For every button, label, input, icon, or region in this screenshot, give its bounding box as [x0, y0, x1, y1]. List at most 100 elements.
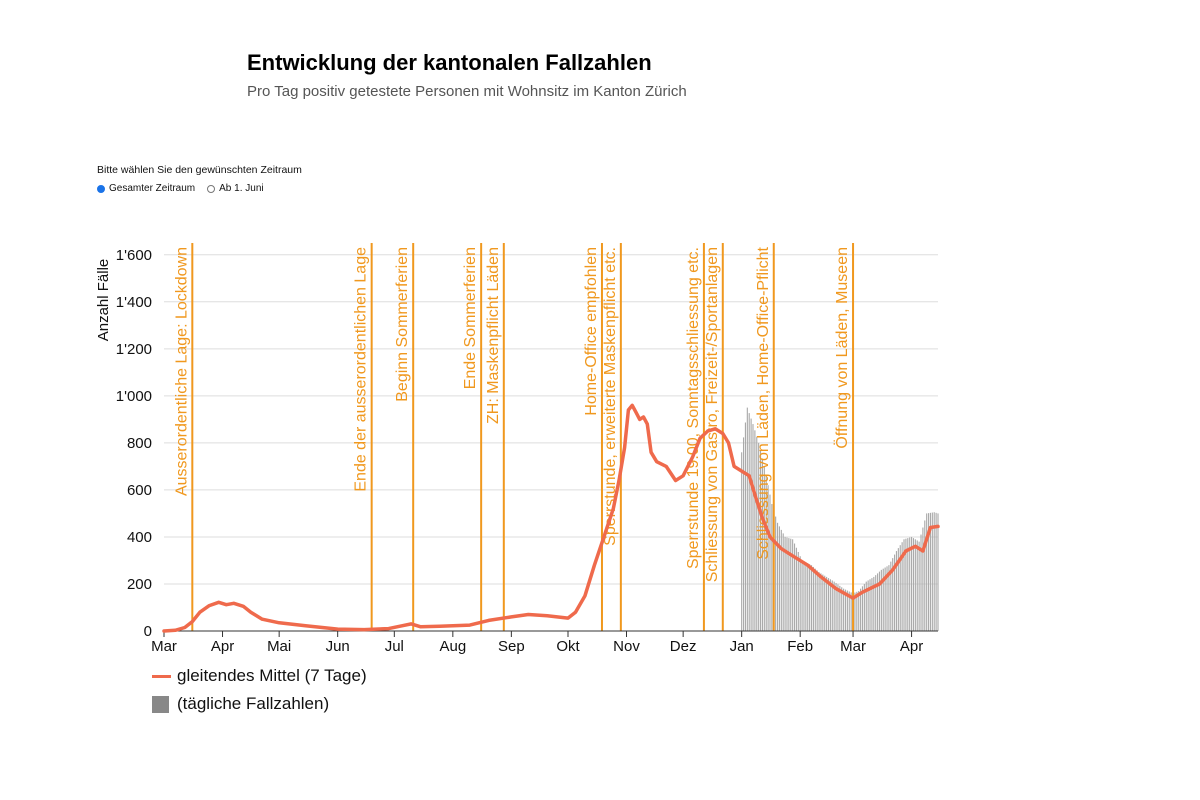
- daily-bar: [909, 537, 911, 631]
- daily-bar: [822, 574, 824, 631]
- legend-bar-swatch: [152, 695, 169, 713]
- daily-bar: [835, 583, 837, 631]
- daily-bar: [916, 540, 918, 631]
- daily-bar: [807, 563, 809, 631]
- x-tick-label: Sep: [498, 638, 525, 655]
- legend-line-swatch: [152, 674, 171, 678]
- daily-bar: [756, 436, 758, 631]
- daily-bar: [867, 580, 869, 631]
- daily-bar: [846, 590, 848, 631]
- daily-bar: [763, 466, 765, 631]
- chart-legend: gleitendes Mittel (7 Tage) (tägliche Fal…: [152, 662, 367, 718]
- y-tick-label: 800: [127, 435, 152, 452]
- daily-bar: [750, 418, 752, 631]
- daily-bar: [786, 537, 788, 631]
- daily-bar: [814, 568, 816, 631]
- daily-bar: [799, 556, 801, 631]
- y-tick-label: 0: [144, 623, 152, 640]
- daily-bar: [922, 527, 924, 631]
- daily-bar: [886, 566, 888, 631]
- daily-bar: [752, 424, 754, 631]
- daily-bar: [854, 592, 856, 631]
- x-tick-label: Mar: [151, 638, 177, 655]
- daily-bar: [797, 551, 799, 631]
- daily-bar: [899, 545, 901, 631]
- annotation-label: Sperrstunde, erweiterte Maskenpflicht et…: [602, 247, 619, 546]
- daily-bar: [754, 430, 756, 631]
- daily-bar: [829, 579, 831, 631]
- daily-bar: [801, 560, 803, 631]
- x-tick-label: Aug: [439, 638, 466, 655]
- x-tick-label: Feb: [787, 638, 813, 655]
- daily-bar: [888, 565, 890, 631]
- daily-bar: [837, 584, 839, 631]
- daily-bar: [761, 458, 764, 631]
- daily-bar: [848, 591, 850, 631]
- daily-bar: [935, 512, 937, 631]
- daily-bar: [795, 547, 797, 631]
- daily-bar: [880, 569, 882, 631]
- timerange-radio-group: Gesamter Zeitraum Ab 1. Juni: [97, 183, 276, 194]
- x-tick-label: Mar: [840, 638, 866, 655]
- daily-bar: [858, 591, 860, 631]
- radio-unchecked-icon[interactable]: [207, 184, 216, 193]
- y-tick-label: 1'000: [116, 388, 152, 405]
- daily-bar: [746, 407, 748, 631]
- y-tick-label: 1'400: [116, 294, 152, 311]
- daily-bar: [890, 561, 892, 631]
- grid-lines: [164, 254, 938, 632]
- daily-bar: [865, 581, 867, 631]
- daily-bar: [744, 422, 747, 631]
- daily-bar: [863, 583, 865, 631]
- daily-bar: [812, 566, 814, 631]
- radio-checked-icon[interactable]: [97, 184, 105, 193]
- daily-bar: [742, 437, 745, 631]
- daily-bar: [788, 538, 790, 631]
- daily-bar: [809, 564, 811, 631]
- x-tick-label: Apr: [900, 638, 923, 655]
- daily-bar: [937, 513, 939, 631]
- x-tick-label: Okt: [556, 638, 580, 655]
- y-tick-label: 600: [127, 482, 152, 499]
- daily-bar: [843, 588, 845, 631]
- daily-bar: [927, 513, 930, 631]
- y-tick-label: 1'200: [116, 341, 152, 358]
- daily-bar: [905, 538, 907, 631]
- annotation-label: Ende der ausserordentlichen Lage: [353, 247, 370, 492]
- daily-bar: [818, 572, 820, 631]
- daily-bar: [792, 539, 794, 631]
- chart-axes: 0 200 400 600 800 1'000 1'200 1'400 1'600Anzahl …: [95, 247, 938, 655]
- annotation-label: ZH: Maskenpflicht Läden: [485, 247, 502, 424]
- y-tick-label: 400: [127, 529, 152, 546]
- daily-bar: [873, 576, 875, 631]
- radio-label-ab-1-juni: Ab 1. Juni: [219, 183, 264, 194]
- daily-bar: [767, 485, 769, 631]
- annotation-label: Schliessung von Gastro, Freizeit-/Sporta…: [704, 247, 721, 582]
- daily-bar: [790, 538, 792, 631]
- daily-bar: [897, 548, 899, 631]
- daily-bar: [907, 538, 909, 631]
- daily-bar: [860, 588, 862, 631]
- radio-ab-1-juni[interactable]: Ab 1. Juni: [207, 183, 264, 194]
- daily-bar: [824, 575, 826, 631]
- daily-bar: [878, 571, 881, 631]
- daily-bar: [861, 586, 864, 631]
- daily-bar: [784, 536, 786, 631]
- daily-bar: [765, 475, 767, 631]
- daily-bar: [884, 567, 886, 631]
- daily-bar: [771, 504, 773, 631]
- daily-bar: [805, 562, 807, 631]
- daily-cases-bars: [741, 407, 939, 631]
- legend-item-moving-average: gleitendes Mittel (7 Tage): [152, 662, 367, 690]
- daily-bar: [839, 585, 841, 631]
- radio-gesamter-zeitraum[interactable]: Gesamter Zeitraum: [97, 183, 195, 194]
- daily-bar: [918, 541, 920, 631]
- page-title: Entwicklung der kantonalen Fallzahlen: [247, 50, 652, 75]
- daily-bar: [841, 587, 843, 631]
- x-tick-label: Jun: [326, 638, 350, 655]
- daily-bar: [780, 529, 782, 631]
- daily-bar: [775, 516, 777, 631]
- daily-bar: [741, 452, 743, 631]
- daily-bar: [912, 538, 915, 631]
